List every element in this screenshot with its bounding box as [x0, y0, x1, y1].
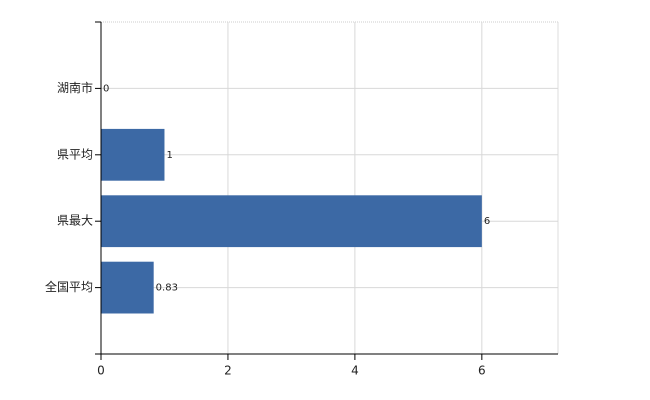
bar: [101, 128, 165, 181]
x-tick-label: 0: [97, 364, 105, 378]
bar: [101, 195, 482, 248]
value-label: 0: [103, 83, 109, 94]
y-tick-label: 県平均: [57, 147, 93, 161]
y-tick-label: 湖南市: [57, 80, 93, 95]
value-label: 1: [166, 150, 172, 161]
bar: [101, 261, 154, 314]
x-tick-label: 2: [224, 364, 232, 378]
y-tick-label: 全国平均: [45, 279, 93, 294]
x-tick-label: 6: [478, 364, 486, 378]
value-label: 6: [484, 216, 490, 227]
value-label: 0.83: [156, 283, 178, 294]
y-tick-label: 県最大: [57, 214, 93, 228]
x-tick-label: 4: [351, 364, 359, 378]
